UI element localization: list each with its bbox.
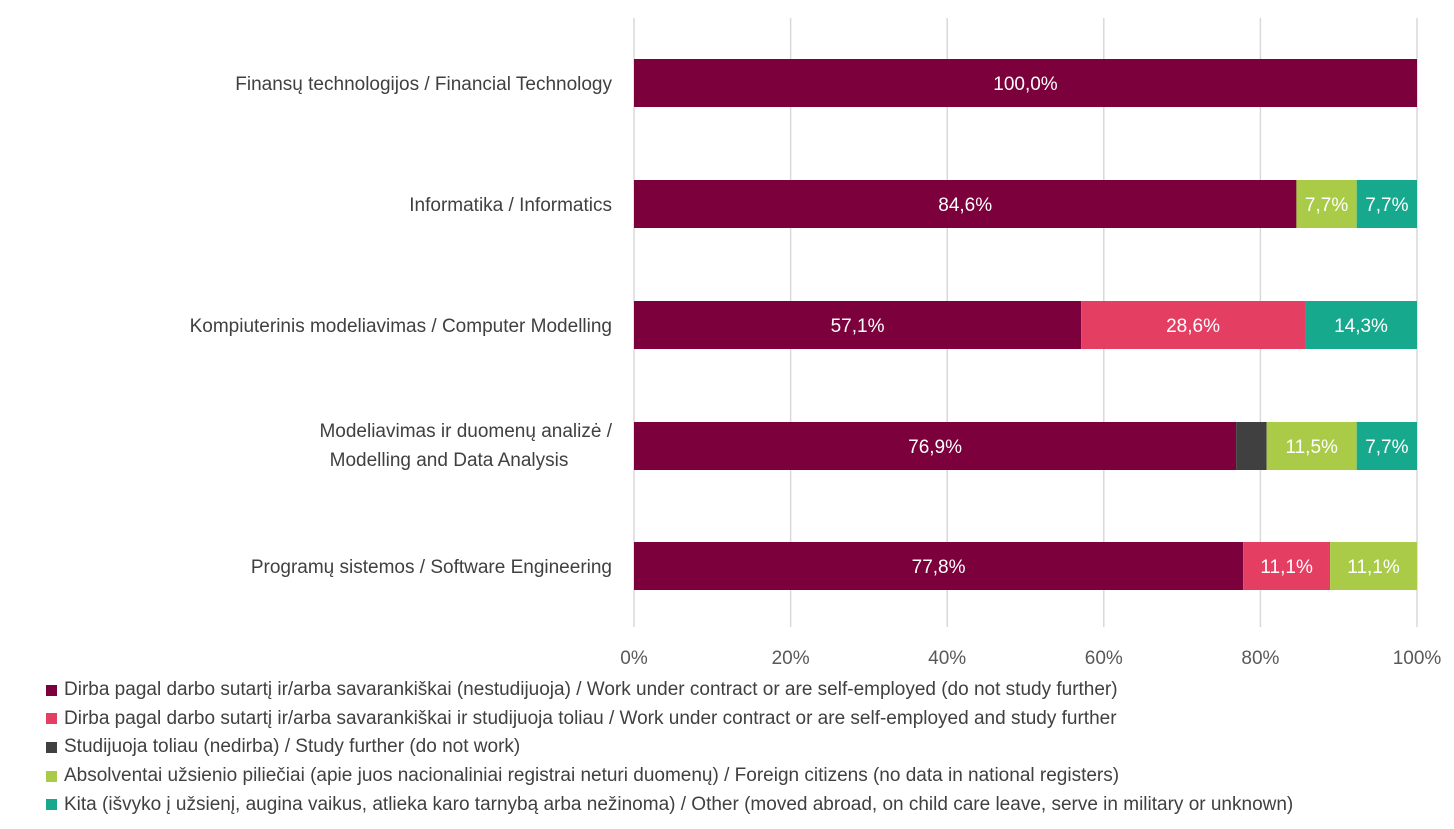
data-label: 7,7% [1365, 195, 1408, 216]
legend-item: Dirba pagal darbo sutartį ir/arba savara… [46, 676, 1446, 705]
bar-segment [634, 59, 1417, 107]
legend-label: Dirba pagal darbo sutartį ir/arba savara… [64, 679, 1118, 701]
legend-label: Absolventai užsienio piliečiai (apie juo… [64, 765, 1120, 787]
legend-item: Absolventai užsienio piliečiai (apie juo… [46, 762, 1446, 791]
category-label: Kompiuterinis modeliavimas / Computer Mo… [190, 316, 612, 337]
bar-segment [634, 422, 1237, 470]
data-label: 11,1% [1260, 557, 1313, 578]
bar-segment [1266, 422, 1357, 470]
data-label: 11,5% [1285, 437, 1338, 458]
x-tick-label: 80% [1241, 648, 1279, 669]
bar-segment [634, 301, 1082, 349]
category-label: Informatika / Informatics [409, 195, 612, 216]
legend-label: Kita (išvyko į užsienį, augina vaikus, a… [64, 793, 1294, 815]
category-label: Programų sistemos / Software Engineering [251, 557, 612, 578]
data-label: 14,3% [1334, 316, 1388, 337]
x-tick-label: 20% [772, 648, 810, 669]
legend-item: Dirba pagal darbo sutartį ir/arba savara… [46, 705, 1446, 734]
category-label: Modeliavimas ir duomenų analizė / [319, 421, 612, 442]
bar-segment [1356, 180, 1417, 228]
legend-swatch [46, 799, 57, 811]
bar-segment [1330, 542, 1417, 590]
category-label: Finansų technologijos / Financial Techno… [235, 74, 612, 95]
legend-label: Studijuoja toliau (nedirba) / Study furt… [64, 736, 521, 758]
bars [634, 59, 1417, 590]
x-tick-label: 60% [1085, 648, 1123, 669]
stacked-bar-chart: 100,0% 84,6% 7,7% 7,7% 57,1% 28,6% 14,3% 76,9% 1… [190, 18, 1441, 669]
bar-labels: 100,0% 84,6% 7,7% 7,7% 57,1% 28,6% 14,3% 76,9% 1… [831, 74, 1409, 578]
legend-swatch [46, 770, 57, 782]
data-label: 76,9% [908, 437, 962, 458]
data-label: 84,6% [938, 195, 992, 216]
category-label: Modelling and Data Analysis [330, 450, 569, 471]
bar-segment [634, 180, 1297, 228]
legend-item: Kita (išvyko į užsienį, augina vaikus, a… [46, 790, 1446, 819]
x-tick-label: 40% [928, 648, 966, 669]
bar-segment [1296, 180, 1357, 228]
data-label: 7,7% [1305, 195, 1348, 216]
data-label: 7,7% [1365, 437, 1408, 458]
data-label: 77,8% [912, 557, 966, 578]
legend-swatch [46, 713, 57, 725]
data-label: 100,0% [993, 74, 1058, 95]
legend: Dirba pagal darbo sutartį ir/arba savara… [46, 676, 1446, 819]
bar-segment [634, 542, 1244, 590]
bar-segment [1243, 542, 1331, 590]
legend-swatch [46, 684, 57, 696]
bar-segment [1236, 422, 1267, 470]
x-tick-label: 0% [620, 648, 648, 669]
bar-segment [1081, 301, 1306, 349]
x-axis-ticks: 0% 20% 40% 60% 80% 100% [620, 648, 1441, 669]
data-label: 28,6% [1166, 316, 1220, 337]
category-labels: Finansų technologijos / Financial Techno… [190, 74, 613, 578]
legend-label: Dirba pagal darbo sutartį ir/arba savara… [64, 707, 1117, 729]
data-label: 57,1% [831, 316, 885, 337]
data-label: 11,1% [1347, 557, 1400, 578]
legend-item: Studijuoja toliau (nedirba) / Study furt… [46, 733, 1446, 762]
bar-segment [1356, 422, 1417, 470]
x-tick-label: 100% [1393, 648, 1442, 669]
bar-segment [1305, 301, 1417, 349]
legend-swatch [46, 741, 57, 753]
